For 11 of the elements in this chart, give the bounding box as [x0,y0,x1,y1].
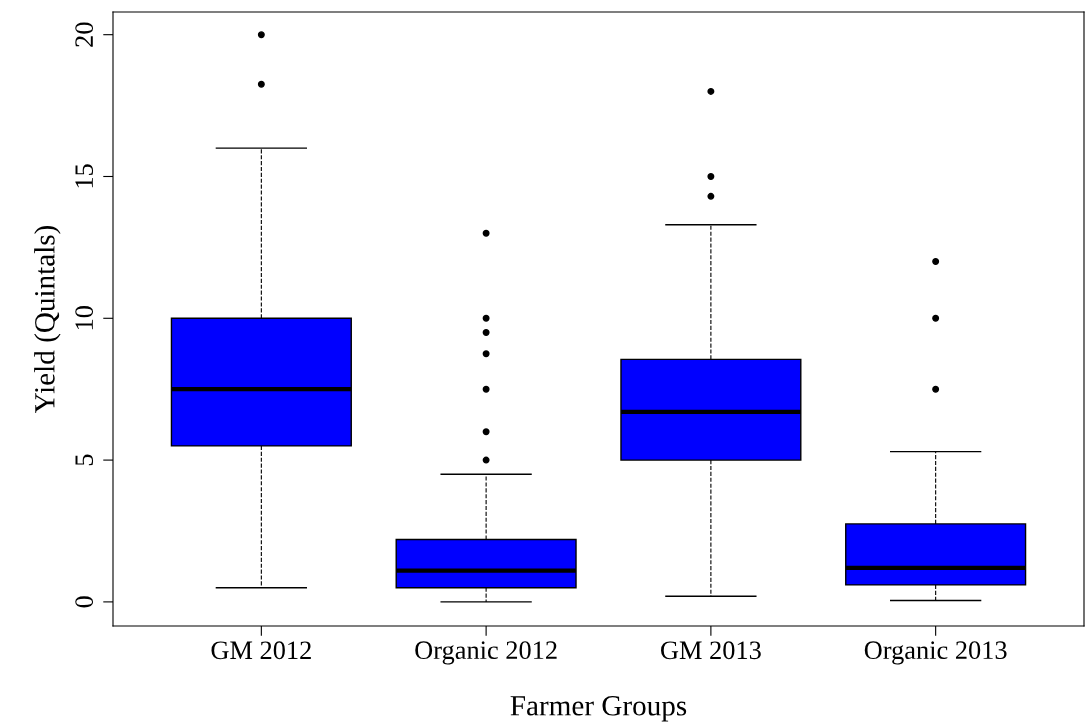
x-tick-label: GM 2013 [661,641,761,660]
x-tick-label: GM 2012 [211,641,311,660]
x-tick-label: Organic 2012 [415,641,557,665]
x-tick-label: Organic 2013 [864,641,1007,665]
y-tick-label: 15 [75,164,94,188]
y-tick-label: 10 [75,306,94,330]
y-axis-title: Yield (Quintals) [34,225,61,414]
y-tick-label: 5 [75,454,94,466]
y-tick-label: 0 [75,596,94,608]
y-tick-label: 20 [75,22,94,47]
x-axis-title: Farmer Groups [510,696,687,722]
